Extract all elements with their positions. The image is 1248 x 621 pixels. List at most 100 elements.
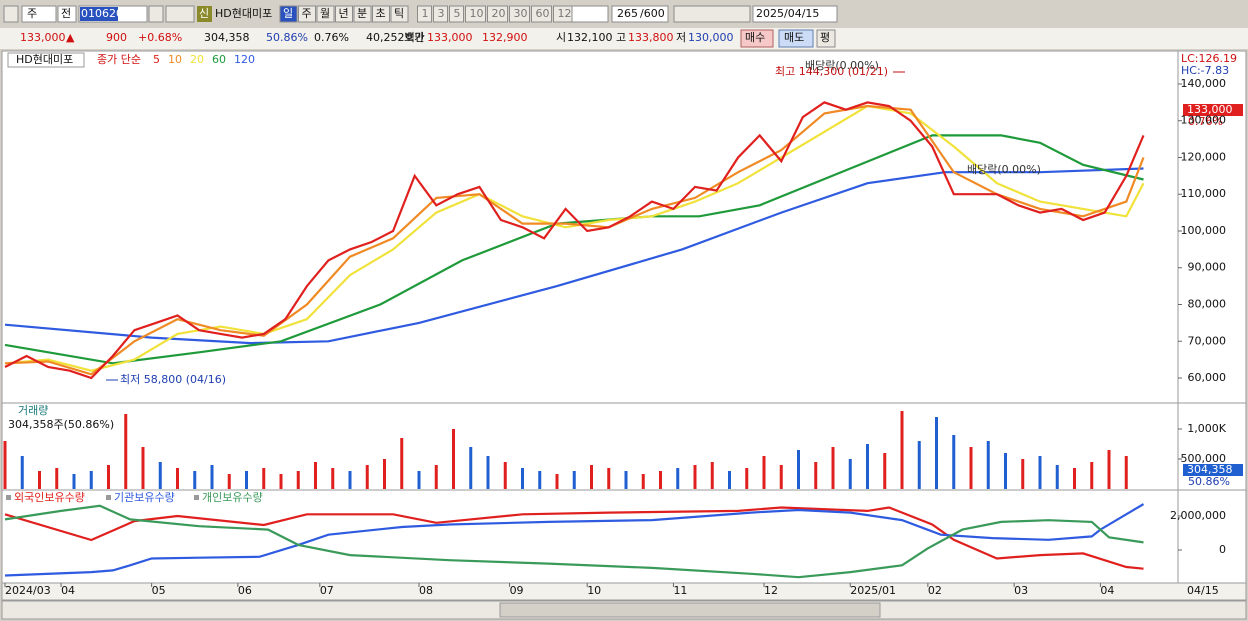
volume-bar bbox=[521, 468, 524, 489]
volume-bar bbox=[814, 462, 818, 489]
volume-bar bbox=[1090, 462, 1094, 489]
date-input[interactable] bbox=[752, 5, 838, 23]
volume-bar bbox=[400, 438, 404, 489]
annotation: 최저 58,800 (04/16) bbox=[120, 373, 226, 386]
volume: 304,358 bbox=[204, 31, 250, 44]
count-button[interactable] bbox=[531, 5, 552, 23]
interval-button[interactable] bbox=[298, 5, 316, 23]
volume-bar bbox=[848, 459, 852, 489]
count-select[interactable] bbox=[571, 5, 609, 23]
y-tick-label: 100,000 bbox=[1181, 224, 1227, 237]
volume-bar bbox=[141, 447, 145, 489]
legend-entry: 20 bbox=[190, 53, 204, 66]
volume-bar bbox=[969, 447, 973, 489]
volume-bar bbox=[434, 465, 438, 489]
last-volume-pct: 50.86% bbox=[1188, 475, 1230, 488]
annotation: 배당락(0.00%) bbox=[805, 59, 879, 72]
x-tick-label: 09 bbox=[510, 584, 524, 597]
price: 133,000 bbox=[20, 31, 66, 44]
series-line bbox=[4, 104, 1145, 376]
y-tick-label: 120,000 bbox=[1181, 150, 1227, 163]
tool-buttons[interactable] bbox=[673, 5, 751, 23]
count-button[interactable] bbox=[433, 5, 448, 23]
low-label: 저 bbox=[676, 31, 686, 44]
volume-bar bbox=[676, 468, 680, 489]
sell-button[interactable] bbox=[778, 29, 814, 48]
count-button[interactable] bbox=[449, 5, 464, 23]
interval-button[interactable] bbox=[279, 5, 298, 23]
y-tick-label: 0 bbox=[1219, 543, 1226, 556]
buy-button[interactable] bbox=[740, 29, 774, 48]
sound-button[interactable] bbox=[165, 5, 195, 23]
volume-bar bbox=[176, 468, 179, 489]
volume-bar bbox=[572, 471, 576, 489]
volume-bar bbox=[3, 441, 7, 489]
chart-subtitle: 종가 단순 bbox=[97, 53, 141, 66]
interval-label: 분 bbox=[357, 7, 367, 20]
interval-button[interactable] bbox=[316, 5, 335, 23]
volume-bar bbox=[779, 465, 783, 489]
last-price-box bbox=[1183, 104, 1243, 116]
volume-bar bbox=[555, 474, 559, 489]
interval-label: 월 bbox=[320, 7, 330, 20]
lc-label: LC:126.19 bbox=[1181, 52, 1237, 65]
x-tick-label: 11 bbox=[673, 584, 687, 597]
volume-bar bbox=[383, 459, 386, 489]
interval-label: 일 bbox=[283, 6, 293, 20]
volume-bar bbox=[728, 471, 731, 489]
count-button[interactable] bbox=[417, 5, 432, 23]
volume-bar bbox=[607, 468, 611, 489]
legend-marker bbox=[106, 495, 111, 500]
y-tick-label: 80,000 bbox=[1188, 297, 1227, 310]
volume-bar bbox=[590, 465, 593, 489]
volume-bar bbox=[1055, 465, 1059, 489]
interval-button[interactable] bbox=[335, 5, 353, 23]
y-tick-label: 110,000 bbox=[1181, 187, 1227, 200]
volume-bar bbox=[124, 414, 128, 489]
volume-bar bbox=[710, 462, 714, 489]
count-button[interactable] bbox=[509, 5, 530, 23]
interval-button[interactable] bbox=[353, 5, 372, 23]
scroll-thumb[interactable] bbox=[499, 602, 881, 618]
volume-bar bbox=[693, 465, 697, 489]
annotation: 배당락(0.00%) bbox=[967, 163, 1041, 176]
legend-marker bbox=[6, 495, 11, 500]
x-tick-label: 03 bbox=[1014, 584, 1028, 597]
series-line bbox=[4, 503, 1145, 577]
annotation: 최고 144,300 (01/21) bbox=[775, 65, 888, 78]
name-box bbox=[7, 52, 85, 68]
count-label: 10 bbox=[470, 7, 484, 20]
change: 900 bbox=[106, 31, 127, 44]
x-tick-label: 12 bbox=[764, 584, 778, 597]
volume-bar bbox=[107, 465, 110, 489]
volume-bar bbox=[866, 444, 869, 489]
search-button[interactable] bbox=[148, 5, 164, 23]
legend-entry: 5 bbox=[153, 53, 160, 66]
menu-button[interactable] bbox=[3, 5, 19, 23]
avg-button[interactable] bbox=[816, 29, 836, 48]
volume-bar bbox=[935, 417, 938, 489]
interval-button[interactable] bbox=[372, 5, 390, 23]
x-tick-label: 07 bbox=[320, 584, 334, 597]
volume-bar bbox=[469, 447, 473, 489]
arrow: ▲ bbox=[66, 31, 75, 44]
x-tick-label: 02 bbox=[928, 584, 942, 597]
volume-bar bbox=[193, 471, 197, 489]
open: 132,100 bbox=[567, 31, 613, 44]
interval-button[interactable] bbox=[390, 5, 409, 23]
volume-bar bbox=[831, 447, 835, 489]
interval-label: 년 bbox=[339, 7, 349, 20]
volume-bar bbox=[986, 441, 990, 489]
series-line bbox=[4, 134, 1144, 365]
volume-bar bbox=[641, 474, 645, 489]
x-end-label: 04/15 bbox=[1187, 584, 1219, 597]
x-axis-strip bbox=[1, 582, 1247, 601]
period-select[interactable] bbox=[21, 5, 57, 23]
market-select[interactable] bbox=[57, 5, 77, 23]
total-count: /600 bbox=[640, 7, 665, 20]
count-button[interactable] bbox=[465, 5, 486, 23]
count-button[interactable] bbox=[487, 5, 508, 23]
bid: 132,900 bbox=[482, 31, 528, 44]
y-tick-label: 1,000K bbox=[1187, 422, 1226, 435]
